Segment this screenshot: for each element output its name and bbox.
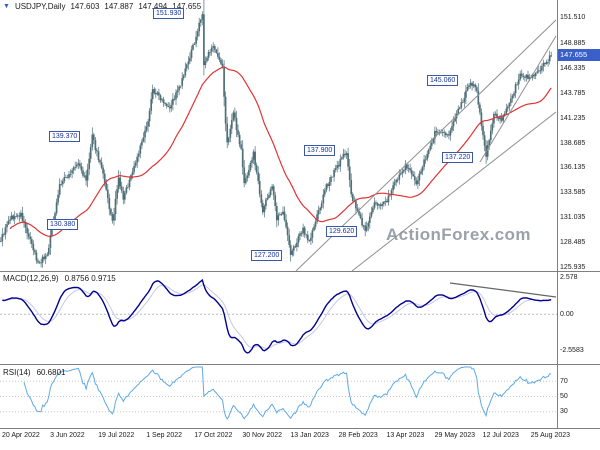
price-annotation[interactable]: 137.220: [442, 151, 474, 163]
rsi-value: 60.6801: [36, 368, 66, 377]
price-axis-tick: 143.785: [560, 89, 586, 97]
macd-axis-tick: -2.5583: [560, 346, 584, 354]
x-axis-label: 17 Oct 2022: [194, 432, 233, 439]
rsi-axis-tick: 70: [560, 377, 568, 385]
price-axis-tick: 138.685: [560, 139, 586, 147]
macd-trendline[interactable]: [449, 282, 557, 298]
x-axis-label: 25 Aug 2023: [530, 432, 571, 439]
x-axis-label: 13 Apr 2023: [386, 432, 425, 439]
macd-signal-line: [2, 284, 552, 349]
candles-bodies: [0, 14, 553, 264]
x-axis-label: 30 Nov 2022: [242, 432, 283, 439]
price-annotation[interactable]: 151.930: [153, 8, 185, 20]
chart-symbol-icon: ▼: [3, 2, 10, 10]
x-axis-label: 28 Feb 2023: [338, 432, 378, 439]
price-annotation[interactable]: 139.370: [49, 130, 81, 142]
x-axis-label: 1 Sep 2022: [146, 432, 182, 439]
macd-axis-tick: 2.578: [560, 274, 578, 282]
ohlc-high: 147.887: [104, 2, 134, 11]
price-axis-tick: 125.935: [560, 264, 586, 272]
x-axis-label: 12 Jul 2023: [482, 432, 519, 439]
macd-line: [2, 278, 552, 354]
price-axis-tick: 146.335: [560, 64, 586, 72]
x-axis-label: 3 Jun 2022: [50, 432, 85, 439]
ohlc-close: 147.655: [172, 2, 202, 11]
price-axis-tick: 131.035: [560, 214, 586, 222]
macd-indicator-label: MACD(12,26,9) 0.8756 0.9715: [3, 274, 116, 283]
macd-values: 0.8756 0.9715: [64, 274, 116, 283]
price-axis-tick: 136.135: [560, 164, 586, 172]
watermark: ActionForex.com: [386, 225, 531, 244]
price-annotation[interactable]: 127.200: [251, 249, 283, 261]
ohlc-open: 147.603: [70, 2, 100, 11]
x-axis-label: 20 Apr 2022: [2, 432, 40, 439]
rsi-axis-tick: 30: [560, 408, 568, 416]
rsi-line: [23, 366, 552, 420]
price-annotation[interactable]: 137.900: [304, 145, 336, 157]
candles-wicks: [0, 0, 552, 268]
chart-header: ▼ USDJPY,Daily 147.603 147.887 147.494 1…: [3, 2, 201, 11]
x-axis-label: 19 Jul 2022: [98, 432, 135, 439]
moving-average-line: [9, 66, 552, 237]
price-annotation[interactable]: 129.620: [326, 226, 358, 238]
rsi-name: RSI(14): [3, 368, 31, 377]
macd-axis-tick: 0.00: [560, 310, 574, 318]
trendline[interactable]: [479, 35, 557, 163]
price-axis-tick: 133.585: [560, 189, 586, 197]
x-axis-label: 13 Jan 2023: [290, 432, 329, 439]
current-price-tag: 147.655: [558, 49, 600, 62]
ohlc-low: 147.494: [138, 2, 168, 11]
price-annotation[interactable]: 130.380: [47, 218, 79, 230]
price-axis-tick: 151.510: [560, 14, 586, 22]
price-axis-tick: 128.485: [560, 239, 586, 247]
price-annotation[interactable]: 145.060: [427, 75, 459, 87]
price-axis-tick: 141.235: [560, 114, 586, 122]
rsi-indicator-label: RSI(14) 60.6801: [3, 368, 65, 377]
price-axis-tick: 148.885: [560, 39, 586, 47]
x-axis-label: 29 May 2023: [434, 432, 476, 439]
trendline[interactable]: [351, 111, 557, 272]
macd-name: MACD(12,26,9): [3, 274, 59, 283]
rsi-axis-tick: 50: [560, 393, 568, 400]
symbol-title: USDJPY,Daily: [14, 2, 66, 11]
